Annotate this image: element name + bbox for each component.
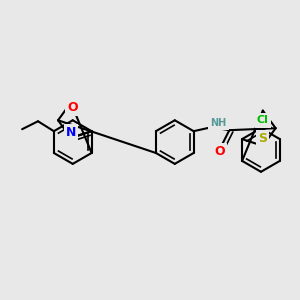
Text: N: N — [66, 127, 76, 140]
Text: Cl: Cl — [257, 116, 269, 125]
Text: NH: NH — [210, 118, 226, 128]
Text: O: O — [68, 101, 78, 114]
Text: O: O — [214, 146, 225, 158]
Text: S: S — [258, 132, 267, 146]
